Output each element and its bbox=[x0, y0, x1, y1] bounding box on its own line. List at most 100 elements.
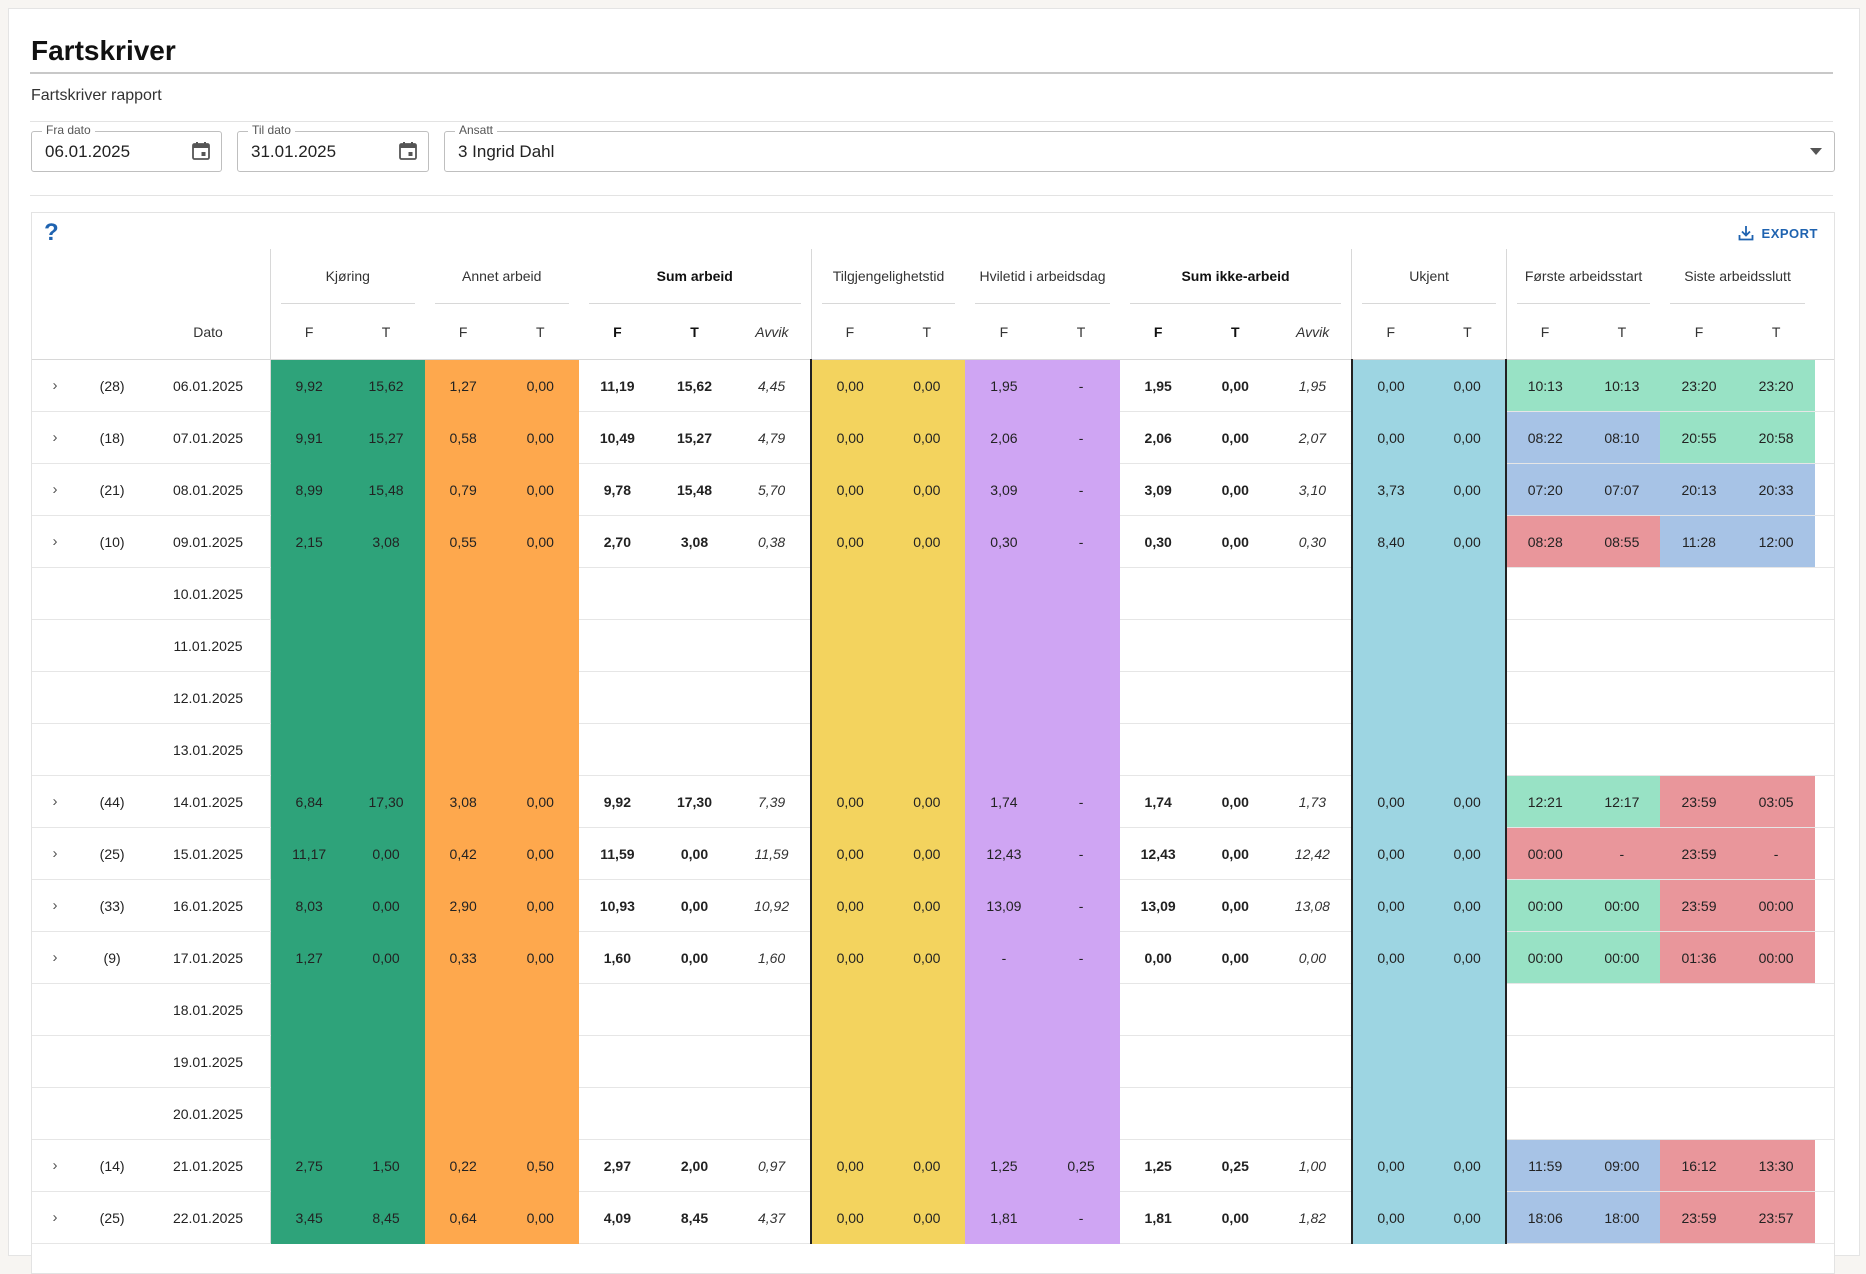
hviletid-f-cell: 1,25 bbox=[965, 1139, 1043, 1192]
ukjent-t-cell: 0,00 bbox=[1429, 359, 1507, 412]
hviletid-f-cell bbox=[965, 619, 1043, 672]
employee-select[interactable]: Ansatt 3 Ingrid Dahl bbox=[444, 123, 1835, 172]
siste-slutt-t-cell bbox=[1737, 671, 1815, 724]
kjoring-t-cell: 1,50 bbox=[347, 1139, 425, 1192]
table-row[interactable]: › (25) 15.01.2025 11,17 0,00 0,42 0,00 11,59 0,0… bbox=[32, 827, 1834, 880]
to-date-value[interactable]: 31.01.2025 bbox=[251, 142, 337, 161]
kjoring-t-cell: 0,00 bbox=[347, 879, 425, 932]
expand-row-chevron-icon[interactable]: › bbox=[32, 931, 79, 984]
entry-count bbox=[78, 1087, 147, 1140]
sum-arbeid-avvik-cell: 11,59 bbox=[733, 827, 812, 880]
siste-slutt-f-cell: 20:55 bbox=[1660, 411, 1738, 464]
tilg-t-cell bbox=[888, 1035, 966, 1088]
calendar-icon[interactable] bbox=[191, 141, 211, 161]
expand-row-chevron-icon[interactable]: › bbox=[32, 879, 79, 932]
table-row[interactable]: › (44) 14.01.2025 6,84 17,30 3,08 0,00 9,92 17,3… bbox=[32, 775, 1834, 828]
siste-slutt-f-cell: 11:28 bbox=[1660, 515, 1738, 568]
kjoring-t-cell: 3,08 bbox=[347, 515, 425, 568]
group-sum-ikke-arbeid: Sum ikke-arbeid bbox=[1120, 249, 1352, 304]
siste-slutt-f-cell bbox=[1660, 1035, 1738, 1088]
table-row: 18.01.2025 bbox=[32, 983, 1834, 1036]
sum-ikke-avvik-cell bbox=[1273, 1035, 1352, 1088]
table-row[interactable]: › (21) 08.01.2025 8,99 15,48 0,79 0,00 9,78 15,4… bbox=[32, 463, 1834, 516]
entry-count: (25) bbox=[78, 827, 147, 880]
expand-row-chevron-icon[interactable]: › bbox=[32, 463, 79, 516]
expand-row-chevron-icon[interactable]: › bbox=[32, 827, 79, 880]
calendar-icon[interactable] bbox=[398, 141, 418, 161]
sum-ikke-avvik-cell: 13,08 bbox=[1273, 879, 1352, 932]
sum-arbeid-f-cell bbox=[578, 671, 656, 724]
tilg-t-cell: 0,00 bbox=[888, 411, 966, 464]
hviletid-t-cell: - bbox=[1042, 931, 1120, 984]
ukjent-f-header: F bbox=[1351, 304, 1430, 360]
sum-arbeid-f-cell: 4,09 bbox=[578, 1191, 656, 1244]
sum-ikke-avvik-cell: 1,00 bbox=[1273, 1139, 1352, 1192]
kjoring-f-cell bbox=[269, 671, 348, 724]
kjoring-f-cell: 8,99 bbox=[269, 463, 348, 516]
annet-t-cell: 0,00 bbox=[501, 1191, 579, 1244]
tilg-f-cell bbox=[810, 1035, 889, 1088]
tilg-f-cell bbox=[810, 983, 889, 1036]
ukjent-t-cell bbox=[1429, 567, 1507, 620]
dropdown-arrow-icon[interactable] bbox=[1810, 148, 1822, 155]
sum-arbeid-avvik-cell: 7,39 bbox=[733, 775, 812, 828]
table-row[interactable]: › (25) 22.01.2025 3,45 8,45 0,64 0,00 4,09 8,45 4… bbox=[32, 1191, 1834, 1244]
ukjent-f-cell bbox=[1350, 983, 1430, 1036]
group-kjoring: Kjøring bbox=[269, 249, 425, 304]
forste-start-t-cell: 07:07 bbox=[1583, 463, 1661, 516]
expand-row-chevron-icon[interactable]: › bbox=[32, 1191, 79, 1244]
table-row[interactable]: › (9) 17.01.2025 1,27 0,00 0,33 0,00 1,60 0,00 1,… bbox=[32, 931, 1834, 984]
sum-ikke-avvik-cell bbox=[1273, 1087, 1352, 1140]
table-row[interactable]: › (14) 21.01.2025 2,75 1,50 0,22 0,50 2,97 2,00 0… bbox=[32, 1139, 1834, 1192]
kjoring-f-cell bbox=[269, 983, 348, 1036]
sum-ikke-avvik-cell bbox=[1273, 723, 1352, 776]
hviletid-f-cell: 1,81 bbox=[965, 1191, 1043, 1244]
expand-row-chevron-icon[interactable]: › bbox=[32, 775, 79, 828]
from-date-field[interactable]: Fra dato 06.01.2025 bbox=[31, 123, 222, 172]
help-icon[interactable]: ? bbox=[44, 219, 59, 246]
row-date: 08.01.2025 bbox=[146, 463, 271, 516]
annet-f-cell: 0,42 bbox=[424, 827, 502, 880]
entry-count bbox=[78, 671, 147, 724]
expand-row-chevron-icon[interactable]: › bbox=[32, 1139, 79, 1192]
to-date-field[interactable]: Til dato 31.01.2025 bbox=[237, 123, 429, 172]
export-button[interactable]: EXPORT bbox=[1738, 225, 1818, 241]
sum-arbeid-avvik-cell bbox=[733, 983, 812, 1036]
header-spacer bbox=[1814, 304, 1834, 360]
forste-start-f-cell bbox=[1505, 671, 1584, 724]
tilg-f-cell: 0,00 bbox=[810, 931, 889, 984]
ukjent-f-cell: 0,00 bbox=[1350, 879, 1430, 932]
table-row[interactable]: › (33) 16.01.2025 8,03 0,00 2,90 0,00 10,93 0,00… bbox=[32, 879, 1834, 932]
forste-start-f-cell: 07:20 bbox=[1505, 463, 1584, 516]
expand-row-chevron-icon[interactable]: › bbox=[32, 359, 79, 412]
sum-arbeid-f-cell: 2,70 bbox=[578, 515, 656, 568]
expand-row-chevron-icon[interactable]: › bbox=[32, 411, 79, 464]
hviletid-f-cell: 13,09 bbox=[965, 879, 1043, 932]
row-spacer bbox=[1814, 1139, 1834, 1192]
sum-ikke-f-cell bbox=[1119, 619, 1197, 672]
entry-count: (14) bbox=[78, 1139, 147, 1192]
entry-count: (21) bbox=[78, 463, 147, 516]
forste-start-t-cell bbox=[1583, 619, 1661, 672]
hviletid-t-cell bbox=[1042, 619, 1120, 672]
siste-t-header: T bbox=[1737, 304, 1815, 360]
tilg-f-cell bbox=[810, 671, 889, 724]
table-row[interactable]: › (10) 09.01.2025 2,15 3,08 0,55 0,00 2,70 3,08 0… bbox=[32, 515, 1834, 568]
sum-arbeid-t-cell: 2,00 bbox=[655, 1139, 734, 1192]
siste-slutt-t-cell bbox=[1737, 1035, 1815, 1088]
annet-t-cell bbox=[501, 1035, 579, 1088]
table-row[interactable]: › (18) 07.01.2025 9,91 15,27 0,58 0,00 10,49 15,… bbox=[32, 411, 1834, 464]
sum-arbeid-t-cell: 15,62 bbox=[655, 359, 734, 412]
forste-t-header: T bbox=[1583, 304, 1661, 360]
sum-arbeid-f-cell: 10,93 bbox=[578, 879, 656, 932]
row-spacer bbox=[1814, 463, 1834, 516]
annet-t-cell: 0,00 bbox=[501, 775, 579, 828]
employee-value[interactable]: 3 Ingrid Dahl bbox=[458, 142, 555, 161]
table-row[interactable]: › (28) 06.01.2025 9,92 15,62 1,27 0,00 11,19 15,… bbox=[32, 359, 1834, 412]
expand-row-chevron-icon[interactable]: › bbox=[32, 515, 79, 568]
ukjent-f-cell bbox=[1350, 619, 1430, 672]
sum-arbeid-t-cell: 8,45 bbox=[655, 1191, 734, 1244]
row-spacer bbox=[1814, 671, 1834, 724]
row-spacer bbox=[1814, 359, 1834, 412]
from-date-value[interactable]: 06.01.2025 bbox=[45, 142, 131, 161]
